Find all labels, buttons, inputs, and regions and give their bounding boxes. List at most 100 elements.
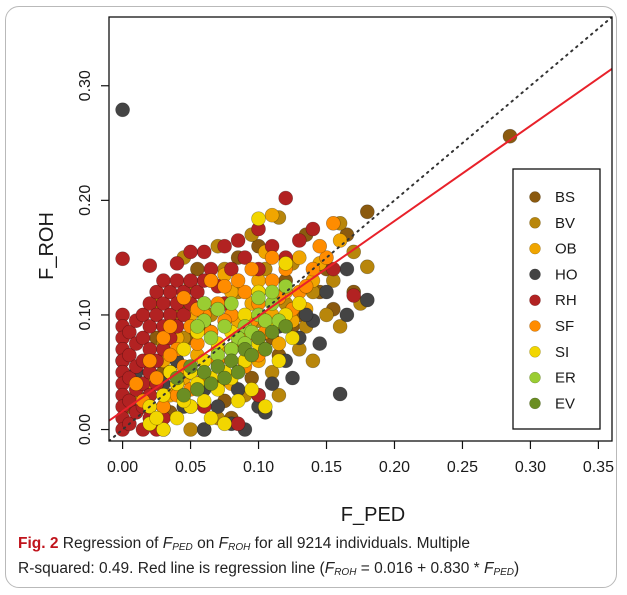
point-rh-20 [122,347,137,363]
caption-f-ped: FPED [162,535,193,553]
x-tick-label: 0.25 [447,459,478,476]
legend-swatch-ob [529,242,541,255]
point-ho-27 [196,422,212,437]
x-axis-title: F_PED [341,504,405,526]
point-er-1 [210,301,226,317]
legend-swatch-ho [529,268,541,281]
point-bv-2 [359,259,375,275]
point-si-29 [244,382,259,397]
point-sf-1 [128,376,144,392]
scatter-chart: 0.00 0.05 0.10 0.15 0.20 0.25 0.30 0.35 0.00 0.10… [36,16,614,526]
point-ho-21 [285,370,300,386]
point-sf-41 [203,273,219,288]
point-bv-13 [319,307,334,323]
point-ho-8 [264,376,280,392]
legend-box [512,168,601,430]
point-ob-2 [291,250,307,265]
point-rh-30 [135,330,151,346]
legend-swatch-bv [529,217,541,229]
point-ev-7 [264,324,280,340]
point-er-11 [190,319,205,334]
legend-label-bv: BV [555,215,575,232]
point-rh-75 [196,244,212,260]
legend-swatch-sf [529,320,541,332]
caption-eq-froh: FROH [324,560,357,578]
point-rh-60 [176,307,192,323]
legend-label-er: ER [555,370,576,387]
point-bv-30 [271,387,287,403]
point-ev-6 [251,330,266,346]
point-ho-24 [339,307,355,323]
point-bv-18 [183,422,198,437]
point-sf-44 [264,250,280,265]
point-sf-17 [149,370,164,386]
y-tick-label: 0.20 [77,185,94,216]
point-sf-40 [176,290,192,306]
point-ob-0 [264,207,280,223]
point-sf-3 [156,330,171,346]
legend-swatch-er [529,371,541,384]
point-ev-4 [224,353,239,369]
point-sf-28 [298,278,314,294]
points-layer [115,102,518,437]
point-er-2 [224,296,239,311]
x-tick-label: 0.10 [243,459,274,476]
x-tick-label: 0.15 [311,459,342,476]
point-ev-13 [176,387,192,403]
point-er-15 [251,290,266,306]
x-tick-label: 0.20 [379,459,410,476]
point-sf-45 [312,238,328,254]
point-rh-6 [183,244,198,260]
caption-text-c: R-squared: 0.49. Red line is regression … [18,560,325,577]
point-ev-3 [210,359,226,374]
x-tick-label: 0.05 [175,459,206,476]
point-bv-32 [332,319,348,334]
point-sf-42 [244,261,259,277]
point-rh-68 [224,261,239,277]
point-rh-77 [217,238,232,254]
point-si-12 [156,422,171,437]
point-rh-69 [237,250,253,265]
point-ev-11 [244,347,259,363]
point-sf-43 [230,273,246,288]
legend-swatch-rh [529,294,541,306]
point-er-8 [203,330,219,346]
point-sf-18 [162,347,178,363]
point-ev-15 [278,319,294,334]
point-ho-20 [312,336,328,351]
legend-swatch-ev [529,397,541,410]
point-ev-2 [196,364,212,380]
x-tick-label: 0.00 [107,459,138,476]
point-bv-31 [305,353,321,369]
point-ho-4 [319,284,334,300]
caption-eq-text: = 0.016 + 0.830 * [356,560,484,577]
point-ev-9 [217,370,232,386]
point-er-17 [264,284,280,300]
point-rh-2 [346,288,362,303]
point-si-23 [257,399,273,414]
point-ho-25 [298,307,314,323]
point-sf-0 [325,216,341,231]
caption-text-on: on [192,535,219,552]
point-si-22 [291,296,307,311]
caption-f-roh: FROH [218,535,251,553]
point-si-24 [230,393,246,409]
point-ho-1 [332,386,348,402]
legend-label-ob: OB [555,241,577,258]
plot-border [108,16,613,442]
legend-label-bs: BS [555,189,575,206]
point-sf-2 [142,353,158,369]
point-rh-76 [169,256,185,271]
legend-swatch-bs [529,191,541,203]
point-si-0 [251,211,266,226]
point-rh-1 [278,190,294,206]
x-tick-label: 0.30 [515,459,546,476]
legend-label-si: SI [555,344,569,361]
point-rh-3 [305,221,321,237]
point-rh-79 [230,416,246,432]
point-si-15 [196,393,212,409]
point-si-33 [149,410,164,426]
caption-text-a: Regression of [62,535,163,552]
point-ob-1 [332,233,348,248]
point-si-36 [203,410,219,426]
